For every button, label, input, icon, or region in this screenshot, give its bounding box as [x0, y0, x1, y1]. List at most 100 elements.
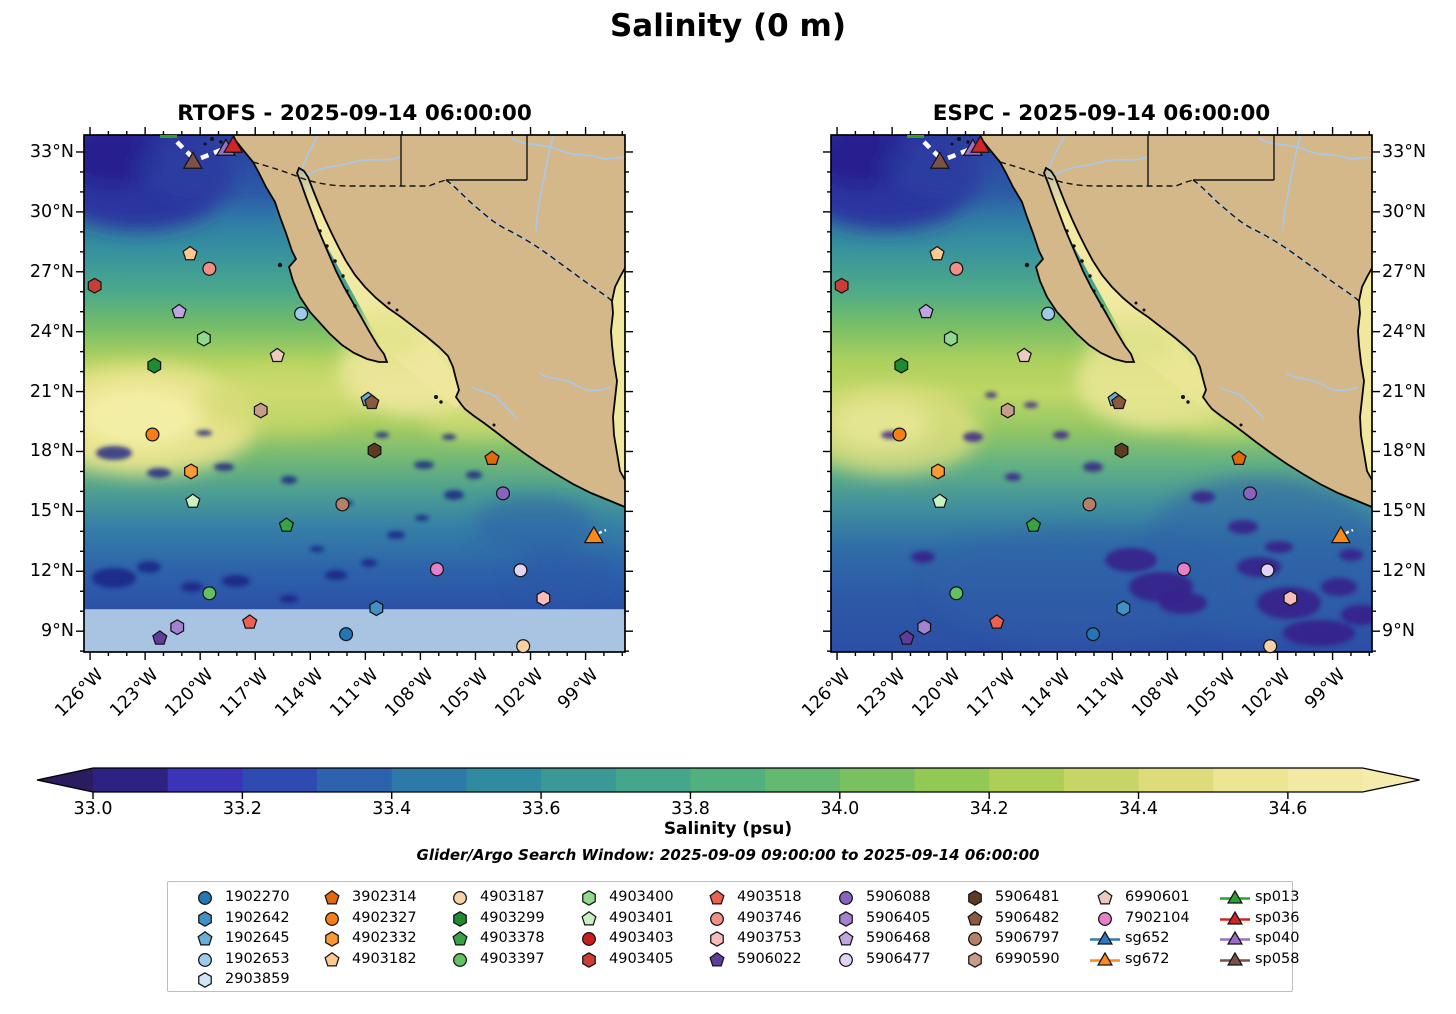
marker-1902653 [1041, 306, 1056, 321]
marker-5906477 [1260, 563, 1275, 578]
river [1218, 386, 1265, 420]
colorbar-tick-label: 33.6 [521, 799, 561, 819]
legend-glyph-5906477 [839, 952, 853, 967]
platform-markers [834, 135, 1352, 654]
marker-sp036 [223, 135, 244, 153]
x-tick-label: 111°W [1073, 665, 1130, 722]
legend-label: 1902645 [225, 930, 290, 946]
coastline-gulf-of-mexico [1357, 267, 1372, 481]
legend-marker-sp058 [1220, 951, 1250, 966]
y-tick-label: 18°N [1382, 441, 1427, 462]
marker-4903378 [278, 517, 295, 532]
marker-4903401 [185, 493, 201, 508]
y-tick-label: 9°N [1382, 621, 1415, 642]
legend-glyph-sg652 [1096, 930, 1114, 945]
marker-4902327 [892, 427, 907, 442]
river [307, 156, 402, 176]
colorbar-tick-label: 34.2 [969, 799, 1009, 819]
marker-4903405 [87, 277, 102, 294]
legend-marker-2903859 [198, 972, 212, 988]
marker-5906482 [1111, 394, 1127, 410]
legend-glyph-5906468 [838, 931, 854, 946]
legend-marker-5906088 [839, 891, 853, 905]
legend-glyph-sp040 [1226, 930, 1244, 945]
legend-marker-3902314 [324, 890, 340, 905]
legend-glyph-4903299 [453, 910, 467, 927]
marker-4903400 [943, 330, 958, 347]
legend-label: sp058 [1255, 950, 1300, 967]
marker-5906482 [364, 394, 380, 410]
legend-label: sp013 [1255, 889, 1300, 905]
colorbar-tick-label: 33.4 [372, 799, 412, 819]
legend-glyph-5906405 [839, 910, 853, 927]
map-frame [830, 134, 1373, 653]
coastline [979, 135, 1372, 508]
legend-marker-4903187 [453, 891, 467, 905]
land [233, 135, 625, 507]
legend-marker-sp013 [1220, 889, 1250, 904]
legend-marker-5906482 [967, 910, 983, 925]
legend-glyph-5906088 [839, 891, 853, 905]
legend-glyph-4903746 [710, 911, 724, 926]
colorbar-under-arrow [37, 768, 93, 792]
legend-glyph-1902270 [198, 891, 212, 905]
marker-4903182 [929, 245, 945, 261]
map-panel-espc [823, 127, 1380, 660]
legend-label: sg652 [1125, 930, 1170, 946]
river [1257, 137, 1372, 160]
legend-marker-1902642 [198, 910, 212, 927]
marker-6990590 [253, 402, 268, 419]
y-tick-label: 33°N [1382, 141, 1427, 162]
legend-label: 4903397 [480, 950, 545, 967]
legend-glyph-5906797 [968, 932, 982, 946]
y-tick-label: 18°N [29, 441, 74, 462]
x-tick-label: 123°W [853, 665, 910, 722]
x-tick-label: 123°W [106, 665, 163, 722]
y-tick-label: 30°N [1382, 201, 1427, 222]
x-tick-label: 102°W [491, 665, 548, 722]
marker-4903299 [894, 357, 909, 374]
marker-4903400 [196, 330, 211, 347]
legend-glyph-1902645 [197, 931, 213, 946]
legend-glyph-4903378 [452, 931, 468, 946]
legend-marker-4903746 [710, 911, 724, 926]
platform-markers [87, 135, 605, 654]
marker-4903401 [932, 493, 948, 508]
legend-label: 4903746 [737, 909, 802, 926]
marker-6990601 [269, 347, 285, 363]
marker-4903378 [1025, 517, 1042, 532]
x-tick-label: 102°W [1238, 665, 1295, 722]
dashed-border [999, 161, 1194, 187]
legend-label: 5906481 [995, 889, 1060, 905]
legend-label: 4902332 [352, 930, 417, 946]
legend-label: 4903401 [609, 909, 674, 926]
marker-1902653 [294, 306, 309, 321]
marker-5906088 [1242, 486, 1258, 501]
marker-5906022 [899, 630, 915, 645]
marker-3902314 [1231, 450, 1247, 465]
marker-sp036 [970, 135, 991, 153]
colorbar-tick-label: 33.0 [73, 799, 113, 819]
legend-label: 4903187 [480, 889, 545, 905]
y-tick-label: 24°N [29, 321, 74, 342]
legend-label: 2903859 [225, 971, 290, 987]
legend-glyph-7902104 [1098, 911, 1112, 926]
legend-glyph-4903182 [324, 951, 340, 966]
legend-marker-4903401 [581, 910, 597, 925]
legend-marker-4903378 [452, 931, 468, 946]
marker-5906405 [917, 619, 932, 636]
marker-5906481 [1114, 442, 1129, 459]
marker-7902104 [429, 562, 444, 577]
legend-glyph-sp058 [1226, 951, 1244, 966]
marker-3902314 [484, 450, 500, 465]
y-tick-label: 9°N [41, 621, 74, 642]
marker-sg672 [1330, 525, 1352, 544]
marker-6990601 [1016, 347, 1032, 363]
legend-label: 5906797 [995, 930, 1060, 946]
legend-marker-sp036 [1220, 910, 1250, 925]
legend-marker-sg672 [1090, 951, 1120, 966]
marker-1902270 [339, 627, 354, 642]
glider-track-b [947, 147, 969, 161]
x-tick-label: 111°W [326, 665, 383, 722]
